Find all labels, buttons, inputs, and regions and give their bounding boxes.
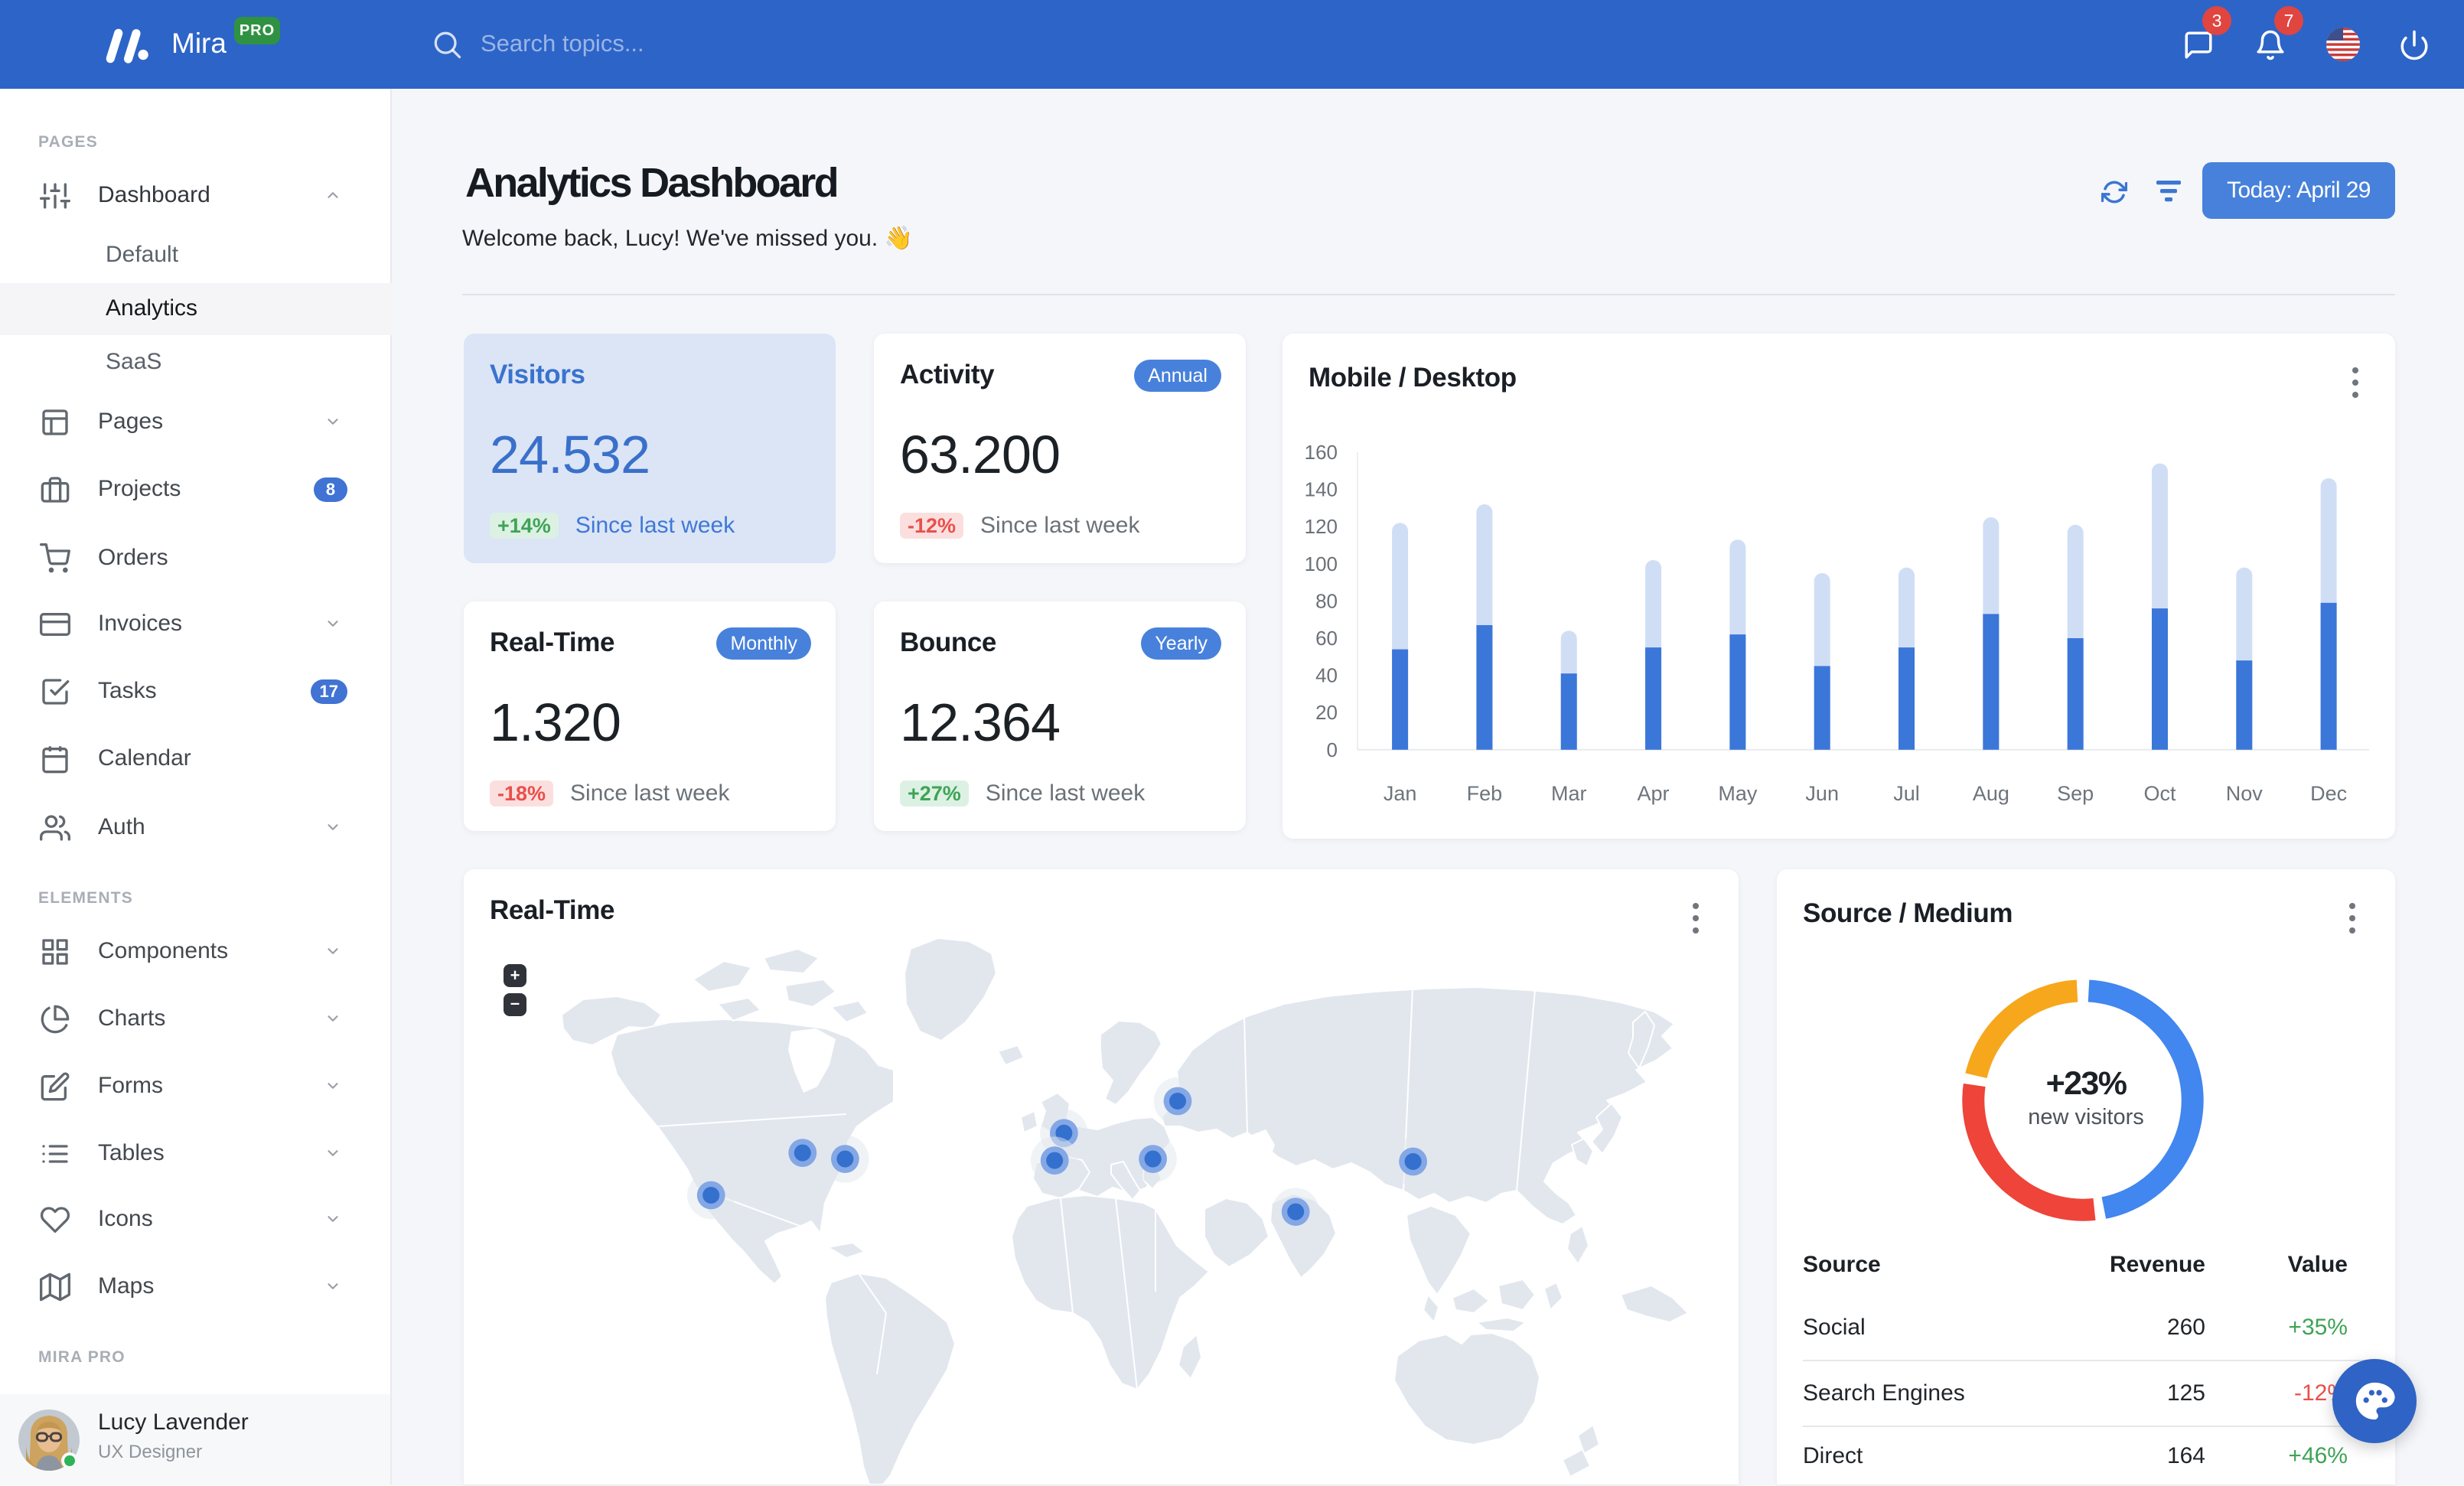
svg-text:140: 140 (1305, 478, 1338, 501)
svg-text:Jun: Jun (1805, 782, 1839, 805)
svg-text:Apr: Apr (1638, 782, 1670, 805)
svg-text:80: 80 (1315, 589, 1338, 612)
svg-text:Feb: Feb (1467, 782, 1503, 805)
svg-text:Nov: Nov (2226, 782, 2264, 805)
svg-text:Jul: Jul (1893, 782, 1920, 805)
svg-text:Oct: Oct (2143, 782, 2176, 805)
svg-text:May: May (1718, 782, 1758, 805)
svg-text:Dec: Dec (2310, 782, 2347, 805)
svg-text:0: 0 (1327, 738, 1338, 761)
svg-text:Aug: Aug (1973, 782, 2009, 805)
svg-text:20: 20 (1315, 701, 1338, 724)
svg-text:160: 160 (1305, 441, 1338, 464)
svg-text:Jan: Jan (1384, 782, 1417, 805)
svg-text:Sep: Sep (2057, 782, 2094, 805)
svg-text:100: 100 (1305, 552, 1338, 575)
svg-text:Mar: Mar (1551, 782, 1587, 805)
svg-text:120: 120 (1305, 515, 1338, 538)
svg-text:40: 40 (1315, 664, 1338, 687)
svg-text:60: 60 (1315, 627, 1338, 650)
